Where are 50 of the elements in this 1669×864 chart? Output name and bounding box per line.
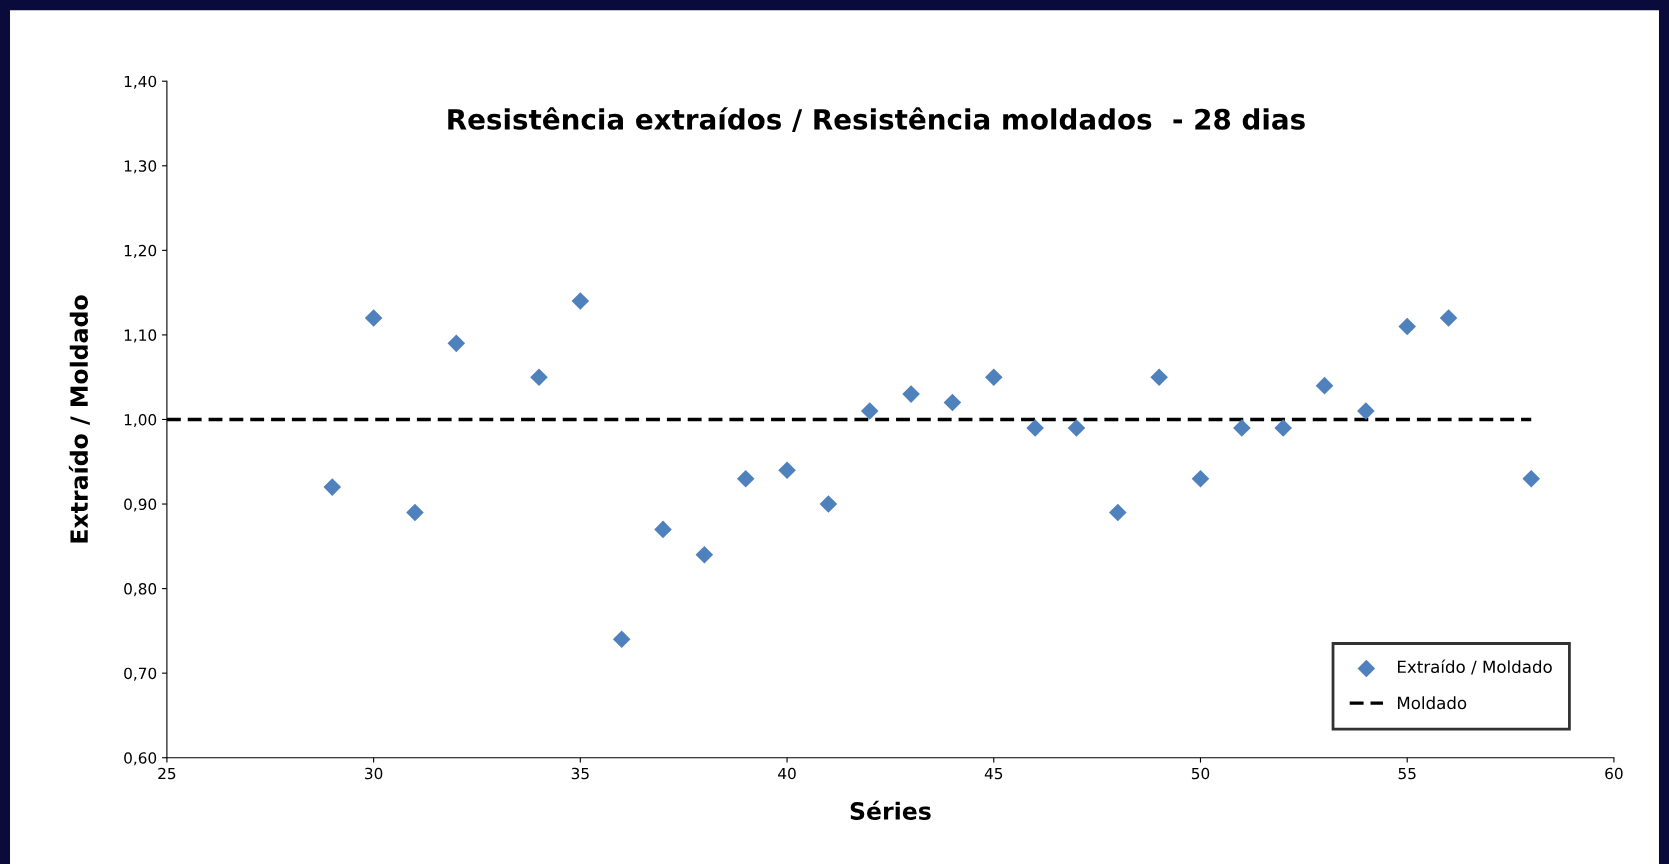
point xyxy=(571,292,590,310)
point xyxy=(943,393,962,412)
y-tick-label: 1,30 xyxy=(124,160,157,174)
y-tick-label: 1,10 xyxy=(124,329,157,343)
x-tick-label: 25 xyxy=(158,767,176,780)
point xyxy=(654,520,672,539)
x-tick-label: 50 xyxy=(1191,767,1210,780)
y-tick-label: 1,00 xyxy=(124,413,157,428)
point xyxy=(1315,376,1334,395)
legend-label: Moldado xyxy=(1397,696,1467,710)
point xyxy=(778,461,796,479)
point xyxy=(1191,469,1210,488)
x-axis-title: Séries xyxy=(850,800,931,820)
point xyxy=(860,402,879,420)
point xyxy=(902,385,920,403)
y-tick-label: 1,40 xyxy=(124,75,157,89)
point xyxy=(1274,419,1292,437)
point xyxy=(406,503,424,522)
point xyxy=(1522,469,1541,488)
y-axis-title: Extraído / Moldado xyxy=(68,295,90,543)
x-tick-label: 35 xyxy=(571,767,589,780)
point xyxy=(695,545,714,564)
point xyxy=(1357,402,1375,420)
point xyxy=(1109,503,1127,522)
y-tick-label: 1,20 xyxy=(124,244,157,258)
y-tick-label: 0,80 xyxy=(124,583,157,597)
x-tick-label: 40 xyxy=(778,767,796,780)
point xyxy=(736,469,755,488)
point xyxy=(1067,419,1086,437)
y-tick-label: 0,70 xyxy=(124,667,157,681)
point xyxy=(984,368,1003,386)
point xyxy=(1026,419,1044,437)
point xyxy=(819,495,838,513)
point xyxy=(364,309,383,327)
point xyxy=(447,334,466,353)
text: Resistência extraídos / Resistência moldados - 28 dias xyxy=(448,107,1305,132)
x-tick-label: 55 xyxy=(1398,767,1416,780)
point xyxy=(530,368,548,386)
legend-label: Extraído / Moldado xyxy=(1397,659,1552,675)
x-tick-label: 45 xyxy=(984,767,1003,780)
point xyxy=(612,630,631,649)
x-tick-label: 60 xyxy=(1605,767,1623,780)
y-tick-label: 0,60 xyxy=(124,752,157,766)
point xyxy=(1150,368,1168,386)
point xyxy=(1439,309,1458,327)
point xyxy=(1398,317,1416,336)
y-tick-label: 0,90 xyxy=(124,498,157,512)
x-tick-label: 30 xyxy=(365,767,383,780)
point xyxy=(1233,419,1251,437)
point xyxy=(323,478,342,496)
